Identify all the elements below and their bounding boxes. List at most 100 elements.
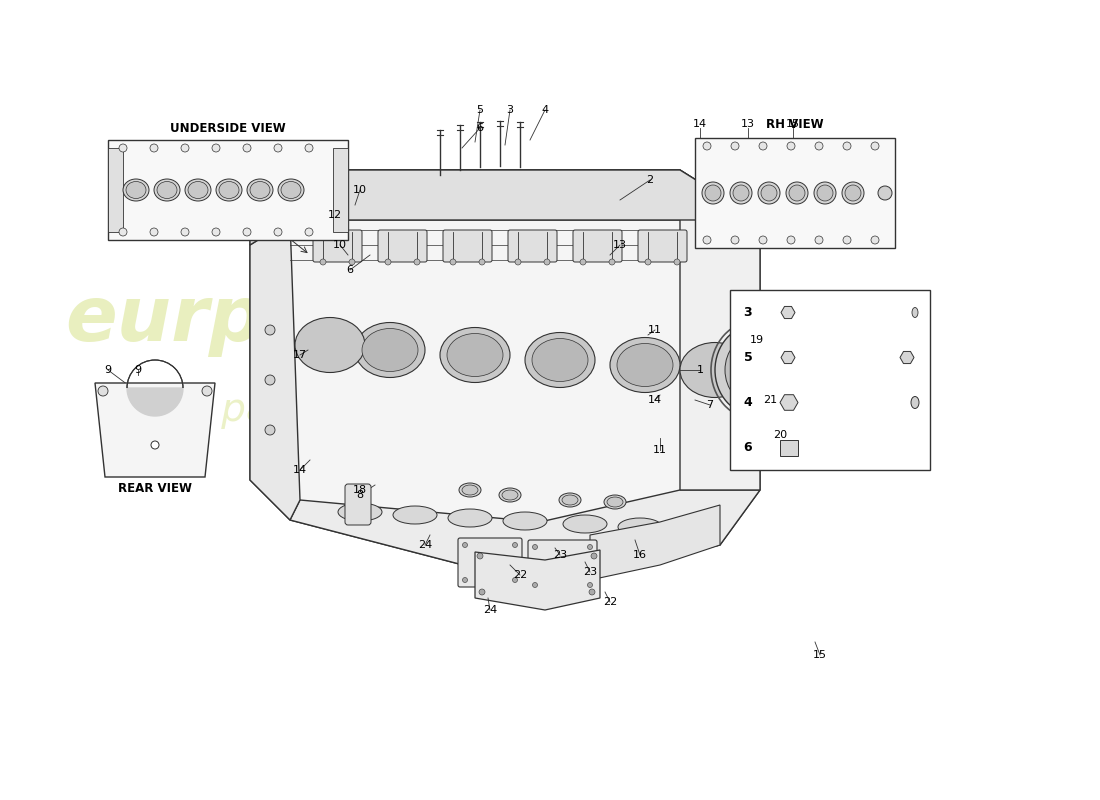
Text: 24: 24 <box>418 540 432 550</box>
Text: 11: 11 <box>648 325 662 335</box>
Text: 6: 6 <box>476 123 484 133</box>
Polygon shape <box>126 388 183 416</box>
Circle shape <box>450 259 456 265</box>
Ellipse shape <box>355 322 425 378</box>
Text: 20: 20 <box>773 430 788 440</box>
Circle shape <box>119 228 126 236</box>
Bar <box>108 140 348 240</box>
Ellipse shape <box>499 488 521 502</box>
Text: 15: 15 <box>786 119 800 129</box>
Ellipse shape <box>123 179 148 201</box>
Circle shape <box>265 325 275 335</box>
Text: 22: 22 <box>603 597 617 607</box>
Ellipse shape <box>789 185 805 201</box>
Circle shape <box>478 589 485 595</box>
Text: 23: 23 <box>553 550 568 560</box>
Ellipse shape <box>188 182 208 198</box>
Ellipse shape <box>725 335 785 405</box>
Polygon shape <box>250 170 760 585</box>
Ellipse shape <box>185 179 211 201</box>
Text: eurparts: eurparts <box>65 283 434 357</box>
Circle shape <box>843 142 851 150</box>
Ellipse shape <box>280 182 301 198</box>
Bar <box>108 148 123 232</box>
Circle shape <box>815 142 823 150</box>
Polygon shape <box>250 220 300 520</box>
Polygon shape <box>95 383 214 477</box>
Circle shape <box>878 186 892 200</box>
Ellipse shape <box>278 179 304 201</box>
Ellipse shape <box>817 185 833 201</box>
Circle shape <box>274 228 282 236</box>
Ellipse shape <box>393 506 437 524</box>
FancyBboxPatch shape <box>378 230 427 262</box>
Circle shape <box>674 259 680 265</box>
Circle shape <box>843 236 851 244</box>
Text: 24: 24 <box>483 605 497 615</box>
Ellipse shape <box>462 485 478 495</box>
Ellipse shape <box>219 182 239 198</box>
Circle shape <box>305 144 314 152</box>
Polygon shape <box>781 351 795 363</box>
Text: 19: 19 <box>750 335 764 345</box>
Polygon shape <box>900 351 914 363</box>
FancyBboxPatch shape <box>528 540 597 592</box>
Text: UNDERSIDE VIEW: UNDERSIDE VIEW <box>170 122 286 134</box>
Ellipse shape <box>845 185 861 201</box>
Polygon shape <box>475 550 600 610</box>
Ellipse shape <box>702 182 724 204</box>
Circle shape <box>151 441 160 449</box>
Circle shape <box>265 375 275 385</box>
Text: 9: 9 <box>104 365 111 375</box>
Circle shape <box>462 542 468 547</box>
Text: 8: 8 <box>356 490 364 500</box>
Ellipse shape <box>532 338 588 382</box>
Polygon shape <box>780 394 798 410</box>
Circle shape <box>477 553 483 559</box>
Circle shape <box>532 582 538 587</box>
Ellipse shape <box>440 327 510 382</box>
Text: 3: 3 <box>506 105 514 115</box>
Circle shape <box>815 236 823 244</box>
Ellipse shape <box>730 182 752 204</box>
FancyBboxPatch shape <box>345 484 371 525</box>
Text: 15: 15 <box>813 650 827 660</box>
Circle shape <box>703 236 711 244</box>
Circle shape <box>243 144 251 152</box>
Circle shape <box>759 236 767 244</box>
Text: 14: 14 <box>293 465 307 475</box>
Ellipse shape <box>216 179 242 201</box>
Circle shape <box>243 228 251 236</box>
Circle shape <box>513 578 517 582</box>
FancyBboxPatch shape <box>314 230 362 262</box>
Bar <box>333 148 348 232</box>
Ellipse shape <box>814 182 836 204</box>
Text: 5: 5 <box>744 351 752 364</box>
Bar <box>695 138 895 248</box>
Circle shape <box>587 545 593 550</box>
Ellipse shape <box>295 318 365 373</box>
FancyBboxPatch shape <box>508 230 557 262</box>
Text: 17: 17 <box>293 350 307 360</box>
Polygon shape <box>290 490 760 585</box>
Circle shape <box>274 144 282 152</box>
Circle shape <box>786 236 795 244</box>
Text: 4: 4 <box>744 396 752 409</box>
Text: 22: 22 <box>513 570 527 580</box>
Ellipse shape <box>911 397 918 409</box>
FancyBboxPatch shape <box>443 230 492 262</box>
Text: 10: 10 <box>333 240 346 250</box>
Text: 14: 14 <box>693 119 707 129</box>
Ellipse shape <box>610 338 680 393</box>
Text: 21: 21 <box>763 395 777 405</box>
Text: a passion for: a passion for <box>185 391 436 429</box>
Text: 4: 4 <box>541 105 549 115</box>
Ellipse shape <box>157 182 177 198</box>
Text: 23: 23 <box>583 567 597 577</box>
Ellipse shape <box>786 182 808 204</box>
Ellipse shape <box>362 329 418 371</box>
Circle shape <box>532 545 538 550</box>
Circle shape <box>320 259 326 265</box>
Bar <box>730 290 930 470</box>
Ellipse shape <box>250 182 270 198</box>
